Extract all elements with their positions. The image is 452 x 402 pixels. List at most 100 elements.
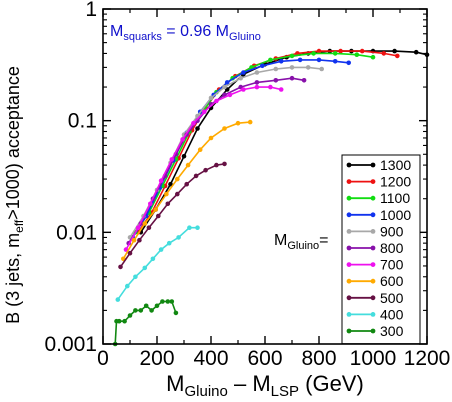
legend-item-600: 600	[346, 273, 404, 289]
y-tick-label: 0.001	[44, 333, 97, 356]
legend-marker	[346, 179, 352, 185]
data-point-1200	[381, 51, 387, 56]
data-point-1000	[346, 60, 352, 66]
data-point-900	[305, 65, 311, 70]
data-point-700	[214, 98, 219, 104]
data-point-1000	[316, 57, 322, 63]
legend-marker	[370, 312, 376, 317]
x-tick-label: 1200	[404, 347, 451, 370]
data-point-1000	[332, 59, 338, 64]
legend-label: 800	[380, 240, 404, 256]
data-point-300	[165, 299, 171, 304]
legend-marker	[370, 179, 376, 185]
x-tick-label: 400	[193, 347, 228, 370]
data-point-900	[222, 84, 227, 90]
data-point-500	[203, 167, 208, 173]
legend-marker	[346, 212, 352, 218]
data-point-500	[222, 161, 227, 167]
data-point-400	[133, 274, 138, 280]
legend-marker	[370, 212, 376, 218]
data-point-700	[268, 84, 273, 90]
data-point-800	[289, 75, 295, 81]
legend-marker	[370, 229, 376, 234]
data-point-700	[202, 109, 207, 115]
data-point-600	[131, 237, 137, 243]
data-point-900	[208, 95, 214, 101]
data-point-300	[160, 299, 165, 304]
data-point-400	[125, 283, 130, 289]
data-point-300	[138, 308, 144, 313]
data-point-1300	[392, 48, 397, 54]
legend-marker	[346, 262, 352, 267]
data-point-300	[154, 303, 160, 309]
data-point-400	[142, 265, 148, 271]
data-point-1200	[338, 48, 343, 54]
data-point-500	[184, 181, 189, 187]
legend-label: 300	[380, 323, 404, 339]
data-point-1200	[359, 48, 365, 54]
data-point-1000	[241, 70, 246, 75]
legend-item-1200: 1200	[346, 174, 411, 190]
series-500	[118, 161, 227, 270]
x-tick-label: 0	[97, 347, 109, 370]
legend-label: 1200	[380, 174, 411, 190]
data-point-500	[127, 250, 133, 256]
legend-marker	[370, 245, 376, 251]
mass-ratio-annotation: Msquarks = 0.96 MGluino	[110, 23, 261, 43]
data-point-400	[158, 247, 164, 252]
data-point-700	[191, 120, 196, 126]
data-point-900	[289, 65, 295, 70]
data-point-400	[150, 256, 156, 262]
data-point-1000	[297, 57, 303, 63]
series-400	[115, 225, 200, 302]
data-point-500	[146, 225, 152, 230]
data-point-600	[175, 176, 180, 182]
legend-title: MGluino=	[274, 232, 328, 252]
data-point-900	[273, 66, 279, 72]
data-point-700	[278, 87, 284, 92]
legend-item-300: 300	[346, 323, 404, 339]
data-point-600	[185, 162, 191, 168]
data-point-600	[164, 191, 169, 197]
data-point-300	[173, 310, 179, 316]
data-point-300	[116, 318, 122, 324]
legend-label: 1000	[380, 207, 411, 223]
data-point-700	[135, 225, 141, 230]
series-line-400	[117, 226, 198, 301]
data-point-400	[115, 297, 121, 302]
x-tick-label: 200	[139, 347, 174, 370]
data-point-700	[227, 92, 233, 98]
data-point-500	[137, 237, 142, 243]
data-point-500	[118, 264, 123, 270]
legend-marker	[370, 295, 376, 301]
legend-label: 500	[380, 290, 404, 306]
data-point-300	[169, 299, 175, 304]
data-point-300	[143, 303, 149, 309]
data-point-300	[149, 308, 154, 313]
data-point-1100	[370, 54, 376, 60]
data-point-300	[127, 313, 133, 318]
legend-marker	[346, 229, 352, 234]
legend-label: 1300	[380, 157, 411, 173]
legend-marker	[346, 278, 352, 284]
series-layer	[112, 48, 430, 347]
legend-marker	[346, 312, 352, 317]
legend-item-500: 500	[346, 290, 404, 306]
legend-marker	[346, 295, 352, 301]
data-point-700	[254, 84, 260, 90]
data-point-1300	[168, 181, 173, 187]
data-point-600	[208, 135, 214, 141]
legend-item-700: 700	[346, 257, 404, 273]
legend-marker	[370, 262, 376, 267]
legend-label: 400	[380, 306, 404, 322]
legend-marker	[346, 245, 352, 251]
data-point-1300	[195, 126, 200, 131]
data-point-400	[195, 225, 200, 230]
data-point-500	[214, 162, 219, 168]
data-point-600	[197, 147, 203, 152]
data-point-600	[142, 221, 148, 226]
data-point-500	[193, 173, 199, 179]
legend-item-1100: 1100	[346, 190, 410, 206]
